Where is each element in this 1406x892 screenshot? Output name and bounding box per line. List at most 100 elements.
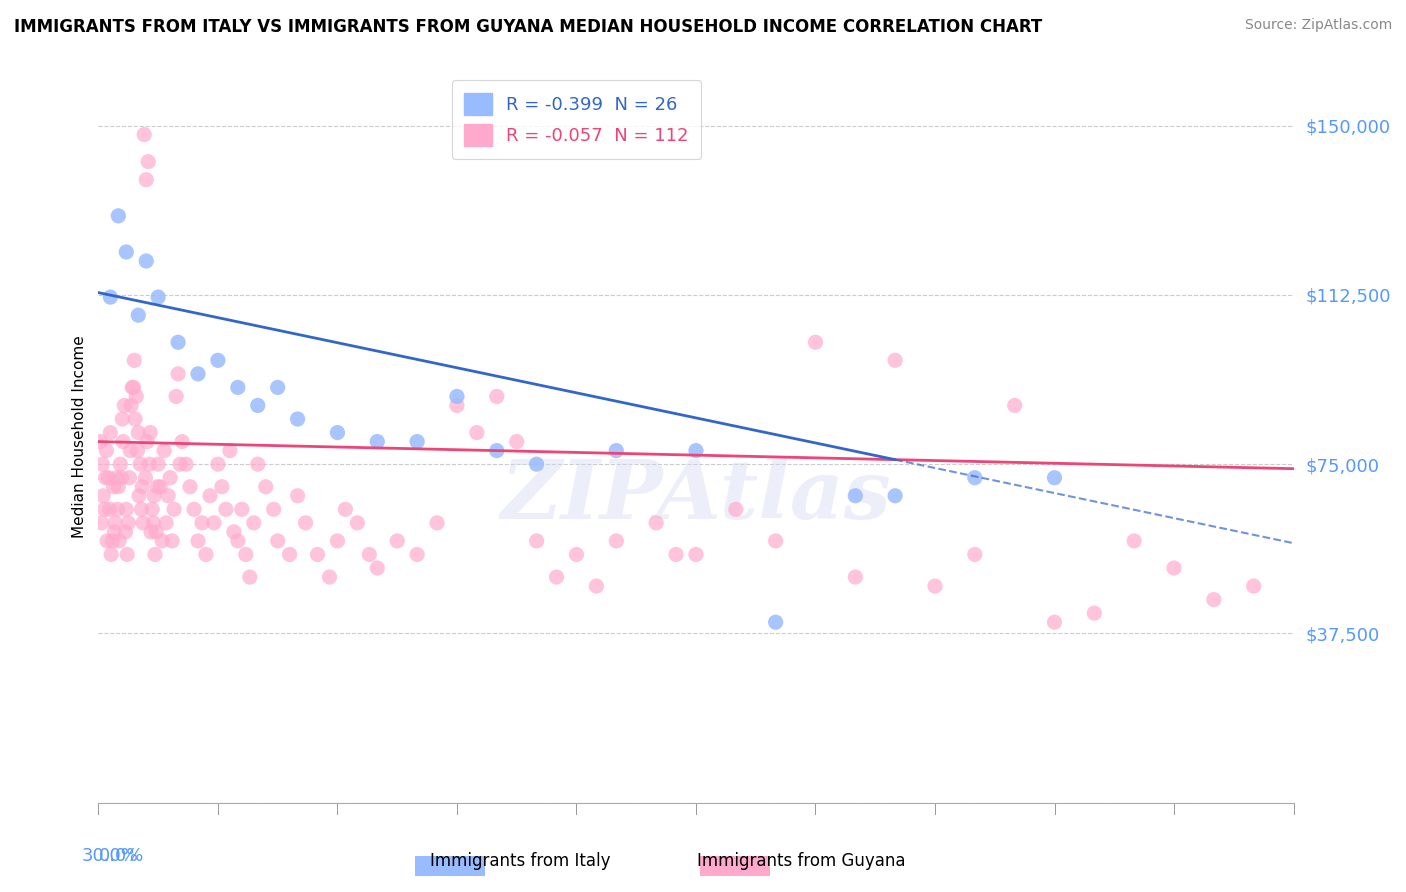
Point — [131, 480, 153, 494]
Point — [104, 516, 127, 530]
Point — [96, 443, 118, 458]
Point — [167, 367, 190, 381]
Point — [122, 380, 145, 394]
Legend: R = -0.399  N = 26, R = -0.057  N = 112: R = -0.399 N = 26, R = -0.057 N = 112 — [451, 80, 702, 159]
Point — [148, 457, 170, 471]
Point — [135, 254, 157, 268]
Point — [115, 548, 138, 562]
Point — [131, 502, 153, 516]
Point — [94, 471, 117, 485]
Point — [1202, 592, 1225, 607]
Point — [167, 335, 190, 350]
Point — [127, 308, 149, 322]
Point — [141, 502, 163, 516]
Point — [765, 533, 787, 548]
Point — [195, 548, 218, 562]
Point — [406, 548, 429, 562]
Point — [120, 399, 142, 413]
Point — [226, 533, 249, 548]
Point — [150, 533, 173, 548]
Point — [963, 548, 986, 562]
Point — [884, 353, 907, 368]
Point — [114, 524, 136, 539]
Point — [135, 172, 157, 186]
Point — [120, 443, 142, 458]
Point — [685, 443, 707, 458]
Point — [326, 425, 349, 440]
Point — [1083, 606, 1105, 620]
Point — [97, 471, 120, 485]
Point — [139, 524, 162, 539]
Point — [546, 570, 568, 584]
Point — [132, 516, 155, 530]
Point — [267, 380, 290, 394]
Point — [91, 489, 114, 503]
Point — [98, 425, 122, 440]
Point — [101, 533, 124, 548]
Point — [485, 443, 508, 458]
Point — [1243, 579, 1265, 593]
Point — [107, 480, 129, 494]
Text: Immigrants from Guyana: Immigrants from Guyana — [697, 852, 905, 870]
Point — [485, 389, 508, 403]
Point — [121, 380, 143, 394]
Point — [246, 457, 269, 471]
Point — [138, 457, 160, 471]
Point — [127, 443, 149, 458]
Point — [366, 434, 388, 449]
Point — [219, 443, 242, 458]
Point — [263, 502, 285, 516]
Point — [149, 480, 172, 494]
Point — [112, 434, 135, 449]
Point — [127, 425, 149, 440]
Point — [183, 502, 205, 516]
Point — [287, 489, 309, 503]
Point — [239, 570, 262, 584]
Point — [685, 548, 707, 562]
Point — [1004, 399, 1026, 413]
Point — [446, 389, 468, 403]
Point — [1043, 615, 1066, 630]
Point — [446, 399, 468, 413]
Point — [165, 389, 187, 403]
Point — [169, 457, 191, 471]
Point — [506, 434, 529, 449]
Point — [98, 502, 121, 516]
Point — [254, 480, 277, 494]
Point — [115, 502, 138, 516]
Point — [187, 533, 209, 548]
Point — [215, 502, 238, 516]
Text: Immigrants from Italy: Immigrants from Italy — [430, 852, 610, 870]
Point — [187, 367, 209, 381]
Point — [207, 457, 229, 471]
Point — [222, 524, 245, 539]
Point — [136, 154, 159, 169]
Point — [103, 480, 125, 494]
Point — [174, 457, 197, 471]
Point — [115, 244, 138, 259]
Point — [159, 471, 181, 485]
Point — [294, 516, 316, 530]
Point — [605, 443, 627, 458]
Point — [226, 380, 249, 394]
Point — [110, 457, 132, 471]
Point — [804, 335, 827, 350]
Point — [526, 457, 548, 471]
Point — [139, 425, 162, 440]
Point — [243, 516, 266, 530]
Point — [1163, 561, 1185, 575]
Point — [346, 516, 368, 530]
Point — [385, 533, 409, 548]
Point — [134, 128, 156, 142]
Point — [96, 533, 118, 548]
Point — [287, 412, 309, 426]
Point — [98, 290, 122, 304]
Text: IMMIGRANTS FROM ITALY VS IMMIGRANTS FROM GUYANA MEDIAN HOUSEHOLD INCOME CORRELAT: IMMIGRANTS FROM ITALY VS IMMIGRANTS FROM… — [14, 18, 1042, 36]
Point — [198, 489, 221, 503]
Point — [143, 489, 166, 503]
Point — [110, 471, 132, 485]
Point — [211, 480, 233, 494]
Point — [605, 533, 627, 548]
Point — [148, 290, 170, 304]
Point — [134, 471, 156, 485]
